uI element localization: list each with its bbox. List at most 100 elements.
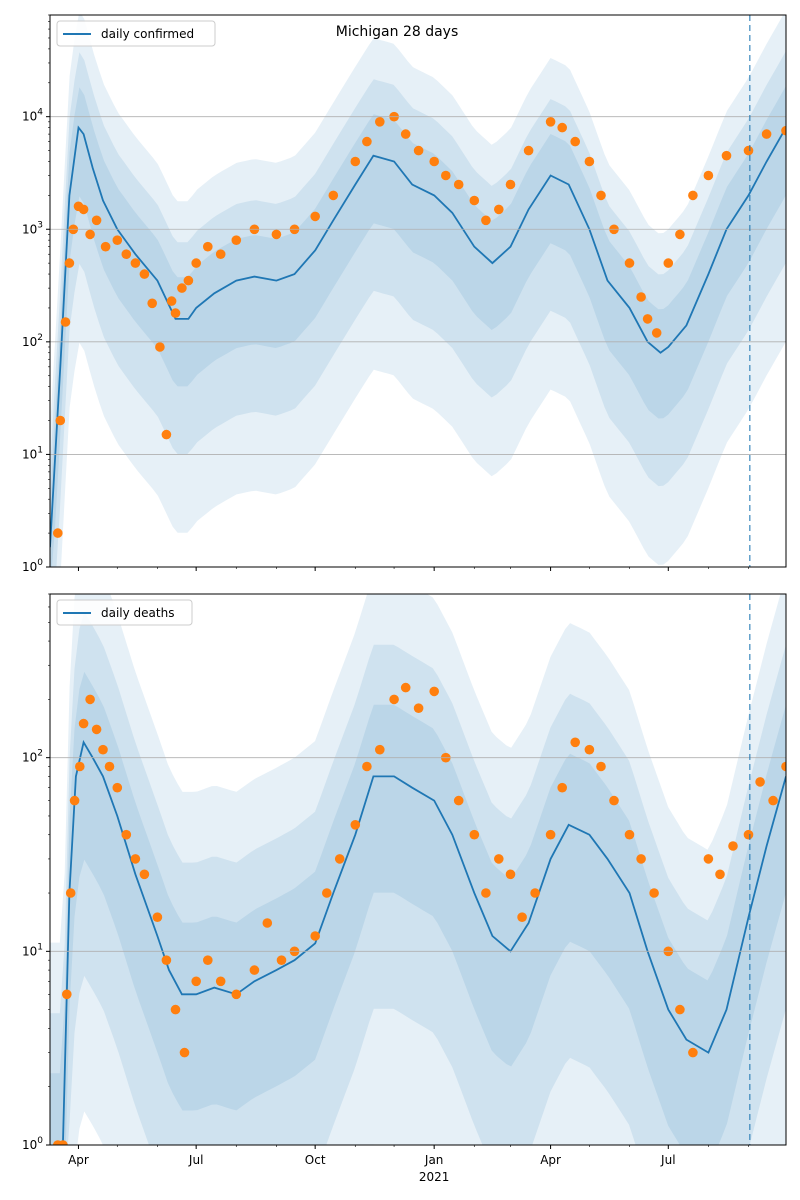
data-point: [609, 795, 619, 806]
legend-box: [56, 20, 216, 47]
data-point: [85, 694, 95, 705]
data-point: [505, 869, 516, 880]
data-point: [469, 195, 480, 206]
data-point: [596, 761, 606, 772]
x-tick-label: Jul: [660, 1153, 675, 1167]
data-point: [389, 694, 399, 705]
data-point: [517, 912, 527, 922]
data-point: [104, 761, 115, 772]
data-point: [152, 912, 163, 922]
data-point: [663, 258, 674, 268]
data-point: [121, 829, 132, 840]
data-point: [203, 241, 213, 252]
deaths-panel: 100 101 102 Apr Jul Oct Jan 2021 Apr Jul daily dea…: [22, 593, 787, 1184]
data-point: [481, 215, 491, 226]
data-point: [161, 955, 172, 965]
x-tick-label: Apr: [68, 1153, 89, 1167]
uncertainty-band: [50, 15, 786, 567]
data-point: [179, 1047, 190, 1058]
data-point: [170, 308, 181, 318]
y-tick-label: 102: [22, 749, 43, 765]
data-point: [310, 931, 321, 941]
data-point: [91, 724, 102, 735]
data-point: [183, 275, 194, 286]
uncertainty-band: [50, 594, 786, 1145]
data-point: [322, 888, 332, 898]
uncertainty-band: [50, 51, 786, 567]
x-tick-label: Jan: [424, 1153, 444, 1167]
data-point: [596, 190, 606, 201]
data-point: [203, 955, 213, 965]
data-point: [130, 258, 141, 268]
data-point: [400, 682, 411, 693]
legend: daily deaths: [56, 599, 193, 626]
data-point: [155, 342, 165, 352]
data-point: [64, 258, 75, 268]
data-point: [334, 854, 345, 864]
x-tick-sublabel: 2021: [419, 1170, 450, 1184]
data-point: [781, 761, 786, 772]
data-point: [642, 314, 653, 324]
data-point: [62, 989, 72, 1000]
data-point: [55, 415, 66, 426]
data-point: [557, 122, 567, 133]
data-point: [276, 955, 287, 965]
y-tick-label: 102: [22, 333, 43, 349]
data-point: [139, 869, 150, 880]
data-point: [675, 229, 685, 240]
data-point: [112, 235, 123, 245]
confirmed-panel: 100 101 102 103 104 daily confirmed Michigan 2…: [22, 14, 787, 574]
data-point: [215, 976, 226, 987]
plot-area: [50, 15, 786, 567]
data-point: [100, 241, 111, 252]
data-point: [469, 829, 480, 840]
data-point: [147, 298, 157, 309]
data-point: [350, 156, 361, 167]
data-point: [481, 888, 491, 898]
data-point: [65, 888, 76, 898]
data-point: [743, 829, 754, 840]
y-tick-label: 101: [22, 445, 43, 461]
data-point: [362, 761, 372, 772]
data-point: [375, 117, 385, 127]
data-point: [570, 737, 580, 748]
data-point: [112, 782, 123, 793]
data-point: [768, 795, 778, 806]
data-point: [191, 976, 201, 987]
data-point: [98, 744, 108, 755]
data-point: [584, 156, 595, 167]
data-point: [688, 190, 698, 201]
data-point: [761, 129, 772, 139]
data-point: [75, 761, 85, 772]
data-point: [570, 136, 580, 147]
axes-frame: [49, 14, 787, 568]
y-tick-label: 101: [22, 942, 43, 958]
data-point: [215, 249, 226, 259]
data-point: [441, 170, 451, 181]
data-point: [636, 854, 646, 864]
data-point: [262, 918, 273, 928]
data-point: [755, 777, 765, 787]
data-point: [170, 1004, 181, 1015]
data-point: [78, 204, 89, 215]
data-point: [413, 703, 424, 713]
data-point: [166, 296, 177, 306]
data-point: [557, 782, 567, 793]
data-point: [649, 888, 659, 898]
y-tick-label: 103: [22, 220, 43, 236]
data-point: [743, 145, 754, 156]
y-tick-label: 104: [22, 108, 43, 124]
data-point: [231, 235, 242, 245]
data-point: [530, 888, 540, 898]
legend: daily confirmed: [56, 20, 216, 47]
legend-label: daily confirmed: [101, 27, 194, 41]
data-point: [584, 744, 595, 755]
data-point: [69, 795, 80, 806]
chart-title: Michigan 28 days: [336, 24, 459, 40]
data-point: [121, 249, 132, 259]
data-point: [651, 328, 662, 338]
data-point: [688, 1047, 698, 1058]
data-point: [130, 854, 141, 864]
y-tick-label: 100: [22, 558, 43, 574]
